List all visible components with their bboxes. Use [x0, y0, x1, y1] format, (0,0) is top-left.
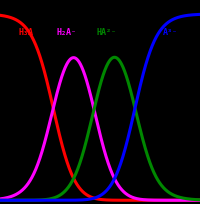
Text: H₂A⁻: H₂A⁻ — [56, 28, 76, 37]
Text: A³⁻: A³⁻ — [162, 28, 178, 37]
Text: H₃A: H₃A — [19, 28, 34, 37]
Text: HA²⁻: HA²⁻ — [96, 28, 116, 37]
